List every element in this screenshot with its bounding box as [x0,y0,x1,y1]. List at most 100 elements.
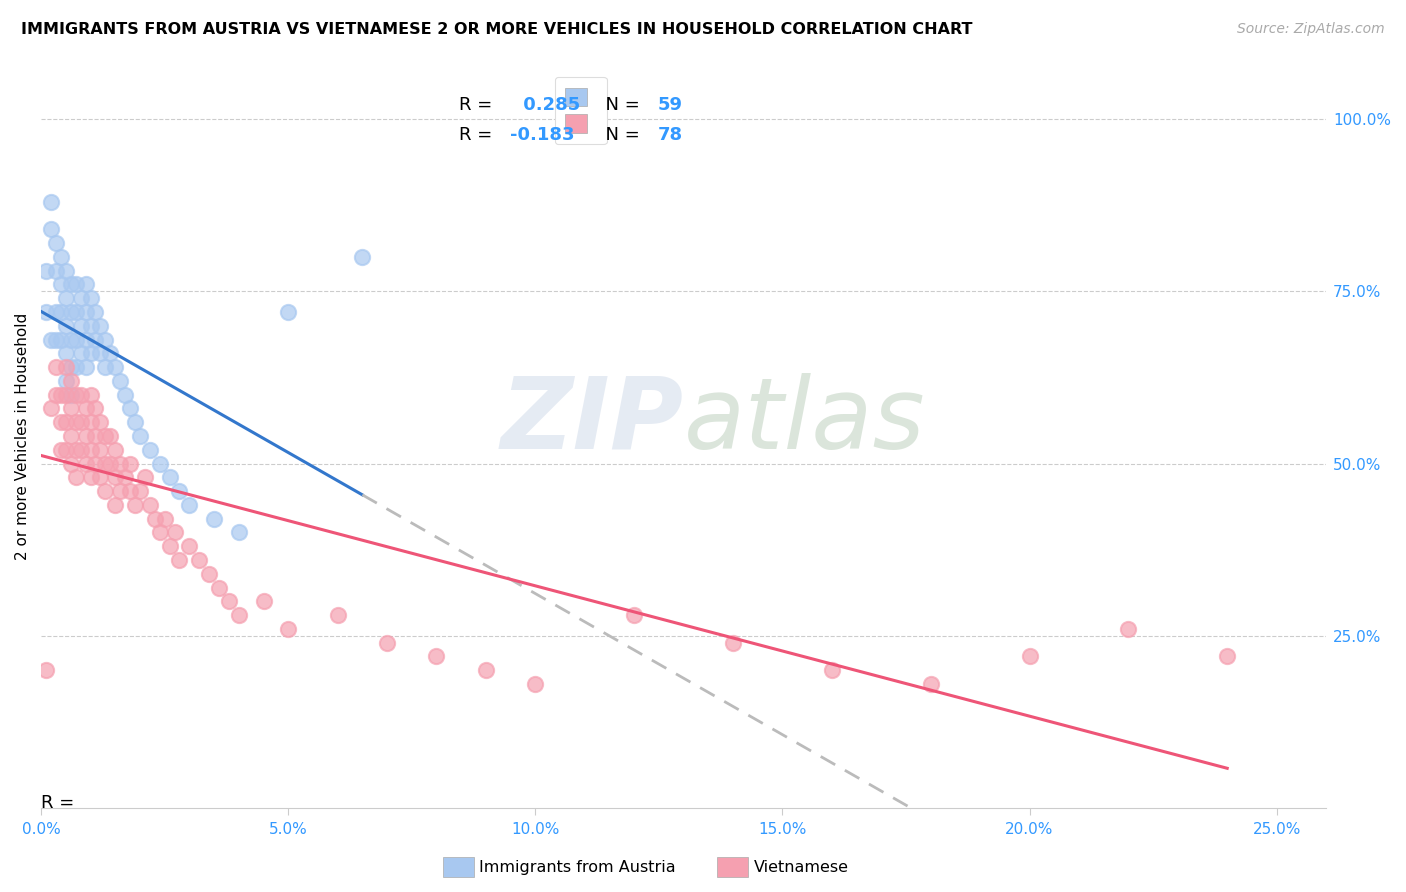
Point [104,442,127,457]
Point [55,263,77,277]
Point [65,333,87,347]
Point [120,484,142,499]
Point [65,470,87,484]
Point [149,525,172,540]
Legend: , : , [554,77,607,145]
Point [75,360,97,375]
Point [79,318,101,333]
Point [89,442,111,457]
Point [1018,649,1040,664]
Point [49,442,72,457]
Point [129,429,152,443]
Point [55,374,77,388]
Point [49,387,72,401]
Point [94,484,117,499]
Point [84,429,107,443]
Point [69,415,91,429]
Point [69,387,91,401]
Text: atlas: atlas [683,373,925,469]
Point [59,374,82,388]
Point [84,401,107,416]
Point [114,387,136,401]
Point [920,677,942,691]
Point [59,457,82,471]
Point [169,553,191,567]
Text: Immigrants from Austria: Immigrants from Austria [479,860,676,874]
Point [202,511,225,525]
Point [55,318,77,333]
Point [55,387,77,401]
Text: 59: 59 [658,96,683,114]
Point [45,236,67,251]
Point [75,305,97,319]
Point [425,649,447,664]
Point [108,374,131,388]
Point [84,305,107,319]
Point [149,457,172,471]
Text: Vietnamese: Vietnamese [754,860,849,874]
Point [153,511,176,525]
Y-axis label: 2 or more Vehicles in Household: 2 or more Vehicles in Household [15,312,30,559]
Point [49,250,72,264]
Point [524,677,547,691]
Point [94,360,117,375]
Point [104,470,127,484]
Point [39,222,62,236]
Point [69,291,91,305]
Point [120,401,142,416]
Point [98,429,121,443]
Point [277,622,299,636]
Point [169,484,191,499]
Point [159,470,181,484]
Text: R =: R = [458,96,498,114]
Point [179,539,201,553]
Point [79,442,101,457]
Point [143,511,166,525]
Point [84,457,107,471]
Text: R =: R = [458,126,498,144]
Point [79,387,101,401]
Point [228,525,250,540]
Point [69,346,91,360]
Point [821,663,844,677]
Point [49,333,72,347]
Point [108,484,131,499]
Point [35,305,58,319]
Point [475,663,498,677]
Point [45,305,67,319]
Point [45,333,67,347]
Point [139,498,162,512]
Point [277,305,299,319]
Point [59,305,82,319]
Point [49,305,72,319]
Point [94,333,117,347]
Point [59,360,82,375]
Point [45,360,67,375]
Text: R =: R = [41,794,80,812]
Point [65,442,87,457]
Point [49,415,72,429]
Point [129,484,152,499]
Point [218,594,240,608]
Point [79,346,101,360]
Point [55,346,77,360]
Point [65,415,87,429]
Point [139,442,162,457]
Point [623,608,645,623]
Point [39,333,62,347]
Point [65,387,87,401]
Point [89,470,111,484]
Point [1216,649,1239,664]
Point [1118,622,1140,636]
Point [89,415,111,429]
Point [94,457,117,471]
Point [124,498,146,512]
Point [65,305,87,319]
Text: Source: ZipAtlas.com: Source: ZipAtlas.com [1237,22,1385,37]
Point [69,318,91,333]
Point [163,525,186,540]
Point [114,470,136,484]
Point [75,401,97,416]
Point [134,470,156,484]
Point [59,333,82,347]
